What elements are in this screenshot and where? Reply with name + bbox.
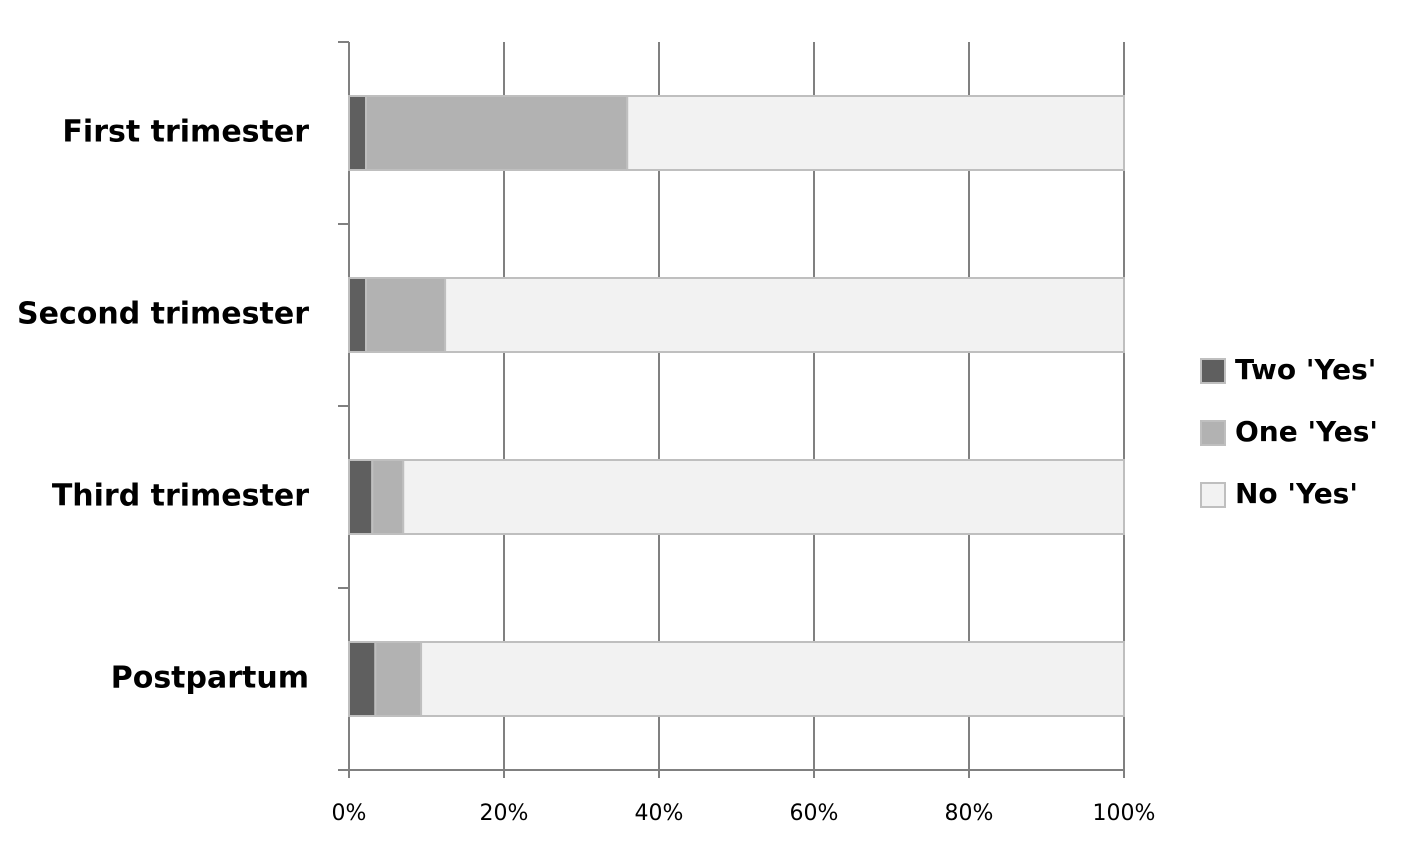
x-tick-label: 0% <box>332 801 367 826</box>
y-tick-label: First trimester <box>62 115 309 150</box>
bar-segment <box>348 641 377 717</box>
x-tick-label: 20% <box>480 801 529 826</box>
bar-segment <box>371 459 405 535</box>
legend-label: One 'Yes' <box>1235 415 1378 448</box>
x-tick-label: 40% <box>635 801 684 826</box>
legend-label: No 'Yes' <box>1235 477 1358 510</box>
bar-segment <box>348 277 368 353</box>
x-tick-label: 60% <box>790 801 839 826</box>
legend-swatch <box>1200 482 1226 508</box>
bar-segment <box>444 277 1126 353</box>
bar-segment <box>365 95 629 171</box>
y-tick-label: Postpartum <box>111 661 309 696</box>
bar-segment <box>374 641 423 717</box>
y-tick-label: Third trimester <box>52 479 309 514</box>
bar-segment <box>626 95 1125 171</box>
x-tick-label: 100% <box>1093 801 1156 826</box>
legend-swatch <box>1200 420 1226 446</box>
legend-label: Two 'Yes' <box>1235 353 1376 386</box>
x-tick-label: 80% <box>945 801 994 826</box>
legend-swatch <box>1200 358 1226 384</box>
bar-segment <box>365 277 447 353</box>
bar-segment <box>402 459 1125 535</box>
y-tick-label: Second trimester <box>17 297 309 332</box>
bar-segment <box>420 641 1125 717</box>
bar-segment <box>348 459 374 535</box>
bar-segment <box>348 95 368 171</box>
